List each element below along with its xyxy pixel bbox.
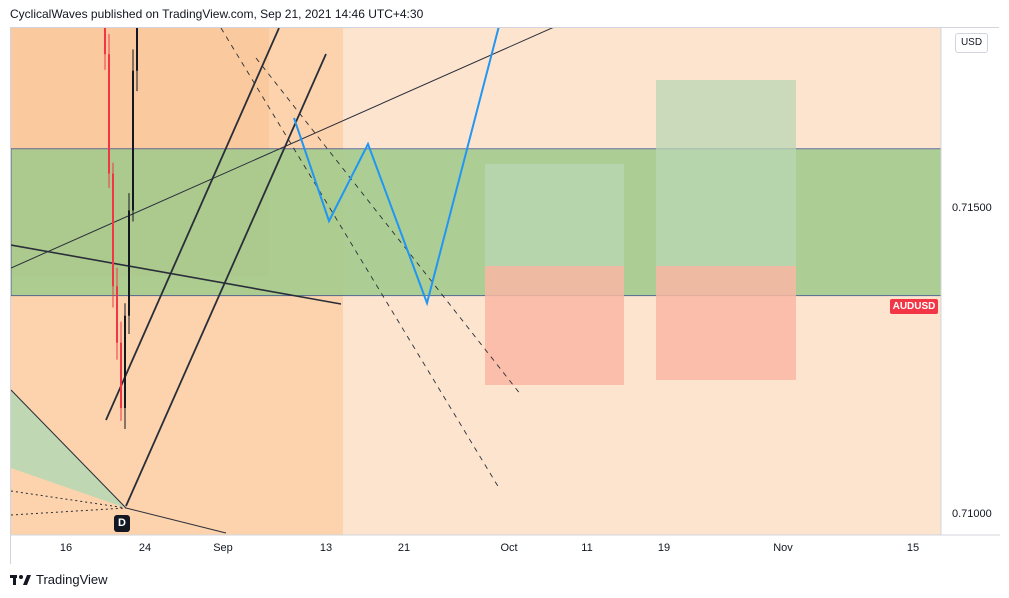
zone-support-4 bbox=[11, 148, 942, 297]
trend-line-6 bbox=[11, 507, 127, 516]
candle-body bbox=[124, 315, 126, 409]
footer-brand[interactable]: TradingView bbox=[10, 572, 108, 587]
projection-path bbox=[293, 28, 500, 307]
time-tick-label: 19 bbox=[657, 542, 671, 554]
trend-line-4 bbox=[11, 389, 127, 509]
chart-canvas[interactable] bbox=[11, 28, 1000, 565]
candle-body bbox=[108, 54, 110, 174]
candle-body bbox=[104, 28, 106, 55]
candle-body bbox=[128, 210, 130, 316]
time-tick-label: Nov bbox=[773, 542, 793, 554]
time-tick-label: 24 bbox=[138, 542, 152, 554]
footer-brand-label: TradingView bbox=[36, 572, 108, 587]
time-tick-label: Sep bbox=[213, 542, 233, 554]
price-tick-label: 0.71500 bbox=[952, 202, 992, 214]
trend-line-7 bbox=[125, 507, 227, 534]
long-position-stop-2 bbox=[656, 266, 796, 380]
candle-body bbox=[112, 173, 114, 287]
time-tick-label: 13 bbox=[319, 542, 333, 554]
trend-line-5 bbox=[11, 490, 127, 509]
candle-body bbox=[132, 70, 134, 211]
currency-selector[interactable]: USD bbox=[955, 33, 988, 53]
trend-line-8 bbox=[255, 57, 522, 396]
long-position-stop-1 bbox=[485, 266, 624, 385]
trend-line-1 bbox=[11, 244, 342, 305]
price-tick-label: 0.71000 bbox=[952, 508, 992, 520]
trend-line-2 bbox=[105, 28, 280, 421]
long-position-target-2 bbox=[656, 80, 796, 266]
long-position-target-1 bbox=[485, 164, 624, 266]
time-tick-label: Oct bbox=[500, 542, 518, 554]
chart-frame[interactable] bbox=[10, 27, 1000, 565]
candle-body bbox=[136, 28, 138, 71]
price-axis-bg bbox=[941, 28, 1000, 565]
tradingview-logo-icon bbox=[10, 574, 31, 585]
candle-body bbox=[116, 286, 118, 343]
time-tick-label: 16 bbox=[59, 542, 73, 554]
publish-header: CyclicalWaves published on TradingView.c… bbox=[10, 7, 424, 21]
trend-line-3 bbox=[125, 53, 327, 507]
candle-body bbox=[120, 342, 122, 409]
time-axis-bg bbox=[11, 535, 1000, 565]
time-tick-label: 21 bbox=[397, 542, 411, 554]
pattern-marker-d: D bbox=[114, 515, 130, 532]
time-tick-label: 11 bbox=[581, 542, 593, 554]
time-tick-label: 15 bbox=[906, 542, 920, 554]
symbol-price-tag: AUDUSD bbox=[890, 299, 938, 314]
